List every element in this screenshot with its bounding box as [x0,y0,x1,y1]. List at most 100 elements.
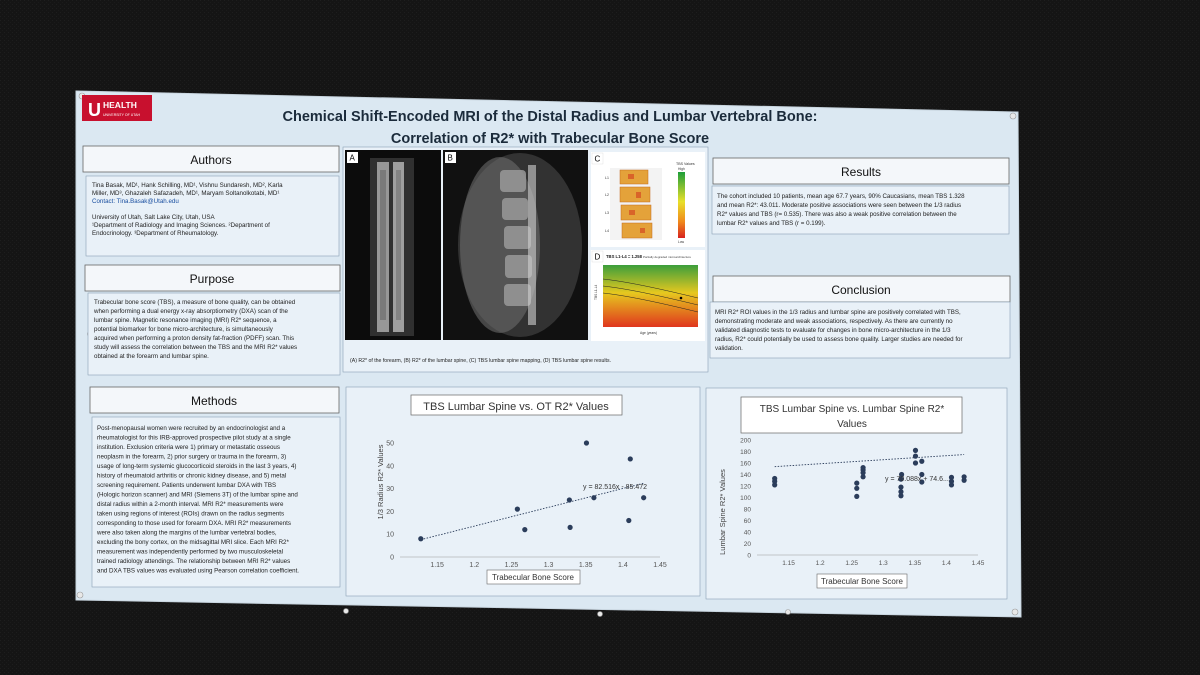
tbs-plot-ylabel: TBS L1-L4 [594,285,598,300]
data-point [898,489,904,495]
authors-heading-box [82,145,340,173]
y-tick-label: 160 [740,461,751,468]
chart2-title-line1: TBS Lumbar Spine vs. Lumbar Spine R2* [760,404,945,415]
y-tick-label: 30 [386,486,394,493]
x-tick-label: 1.25 [845,560,858,567]
data-point [591,495,597,501]
data-point [854,480,860,486]
x-tick-label: 1.15 [782,560,795,567]
y-tick-label: 100 [740,495,751,502]
data-point [898,476,904,482]
authors-text: Tina Basak, MD¹, Hank Schilling, MD¹, Vi… [92,182,284,237]
conclusion-heading: Conclusion [831,283,890,297]
data-point [566,497,572,503]
image-label-b: B [448,154,453,163]
y-tick-label: 20 [744,541,752,548]
data-point [772,475,778,482]
y-tick-label: 200 [740,438,751,445]
chart1-ylabel: 1/3 Radius R2* Values [376,444,385,519]
x-tick-label: 1.4 [942,560,951,567]
x-tick-label: 1.3 [879,560,888,567]
y-tick-label: 0 [390,555,394,562]
data-point [948,474,955,480]
x-tick-label: 1.2 [816,560,825,567]
y-tick-label: 40 [744,530,752,537]
data-point [514,506,520,512]
data-point [912,447,919,453]
image-label-d: D [595,253,601,262]
figure-panel: A B [342,146,709,373]
mri-forearm-image: A [345,150,441,340]
logo-word: HEALTH [103,100,137,110]
trendline [420,482,644,541]
image-label-c: C [595,155,601,164]
logo-mark: U [88,100,101,120]
chart-radius-r2-vs-tbs: TBS Lumbar Spine vs. OT R2* Values 0 10 20… [345,386,701,597]
push-pins [76,92,1019,617]
methods-heading: Methods [191,394,237,408]
data-point [418,536,424,542]
y-tick-label: 20 [386,509,394,516]
figure-caption: (A) R2* of the forearm, (B) R2* of the l… [350,358,611,364]
chart2-ylabel: Lumbar Spine R2* Values [718,469,727,555]
data-point [898,493,904,499]
purpose-heading: Purpose [190,272,235,286]
poster-title-line2: Correlation of R2* with Trabecular Bone … [391,131,709,147]
mri-lumbar-spine-image: B [443,150,588,340]
y-tick-label: 140 [740,472,751,479]
tbs-plot-xlabel: Age (years) [640,331,657,335]
methods-section: Methods Post-menopausal women were recru… [89,386,341,588]
tbs-spine-mapping-image: C L1 L2 L3 L4 TBS Values Hig [591,152,705,247]
chart2-trend-label: y = 70.088x + 74.6... [885,476,949,483]
x-tick-label: 1.15 [430,562,444,569]
purpose-section: Purpose Trabecular bone score (TBS), a m… [84,264,341,376]
data-point [626,517,632,524]
data-point [912,453,919,459]
data-point [583,440,590,446]
data-point [919,471,925,478]
logo-sub: UNIVERSITY OF UTAH [103,113,140,117]
tbs-legend-high: High [678,167,685,171]
y-tick-label: 120 [740,484,751,491]
chart1-xlabel: Trabecular Bone Score [492,573,575,582]
vert-label-l4: L4 [605,229,609,233]
tbs-legend-low: Low [678,240,685,244]
data-point [627,456,633,462]
x-tick-label: 1.2 [469,562,479,569]
data-point [919,479,925,485]
contact-email[interactable]: Contact: Tina.Basak@Utah.edu [92,198,179,205]
y-tick-label: 80 [744,507,752,514]
tbs-result-note: Partially degraded microarchitecture [643,255,691,259]
data-point [948,478,955,484]
x-tick-label: 1.25 [505,562,519,569]
data-point [522,527,528,533]
data-point [898,484,904,490]
data-point [860,474,866,480]
data-point [854,493,860,499]
vert-label-l3: L3 [605,211,609,215]
data-point [567,524,573,530]
chart2-title-line2: Values [837,419,867,430]
methods-heading-box [89,386,340,414]
purpose-text: Trabecular bone score (TBS), a measure o… [93,299,299,360]
methods-text: Post-menopausal women were recruited by … [96,425,300,575]
poster-title-line1: Chemical Shift-Encoded MRI of the Distal… [283,109,818,125]
x-tick-label: 1.4 [618,562,628,569]
tbs-result-value: TBS L1-L4 = 1.258 [606,254,643,259]
x-tick-label: 1.35 [579,562,593,569]
vert-label-l1: L1 [605,176,609,180]
purpose-heading-box [84,264,341,292]
data-point [854,485,860,491]
data-point [912,460,919,466]
y-tick-label: 60 [744,518,752,525]
data-point [919,458,925,464]
conclusion-text: MRI R2* ROI values in the 1/3 radius and… [715,309,964,352]
results-heading: Results [841,165,881,179]
tbs-legend-title: TBS Values [676,162,695,166]
data-point [860,465,866,471]
y-tick-label: 10 [386,532,394,539]
y-tick-label: 0 [747,553,751,560]
y-tick-label: 180 [740,449,751,456]
chart1-title: TBS Lumbar Spine vs. OT R2* Values [423,401,609,413]
